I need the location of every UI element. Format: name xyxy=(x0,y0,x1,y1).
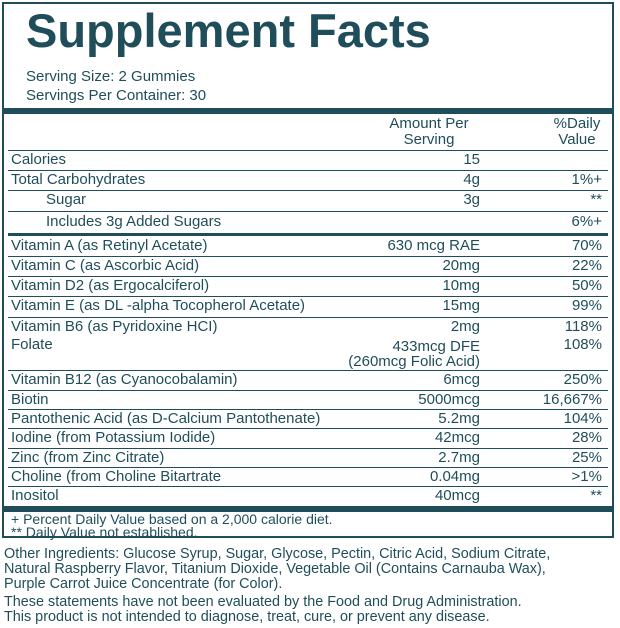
footnote-percent-dv: + Percent Daily Value based on a 2,000 c… xyxy=(11,511,333,527)
row-divider xyxy=(8,276,608,277)
row-divider xyxy=(8,256,608,257)
nutrient-row-inositol: Inositol 40mcg ** xyxy=(11,487,602,504)
servings-per-container: Servings Per Container: 30 xyxy=(26,87,207,104)
nutrient-row-vitamin-a: Vitamin A (as Retinyl Acetate) 630 mcg R… xyxy=(11,237,602,254)
header-divider xyxy=(8,150,608,151)
nutrient-row-vitamin-b12: Vitamin B12 (as Cyanocobalamin) 6mcg 250… xyxy=(11,371,602,388)
other-ingredients: Other Ingredients: Glucose Syrup, Sugar,… xyxy=(4,546,551,592)
nutrient-row-sugar: Sugar 3g ** xyxy=(46,191,602,208)
daily-value-header: %Daily Value xyxy=(553,115,601,148)
row-divider xyxy=(8,448,608,449)
nutrient-row-vitamin-b6: Vitamin B6 (as Pyridoxine HCI) 2mg 118% xyxy=(11,318,602,335)
nutrient-row-vitamin-e: Vitamin E (as DL -alpha Tocopherol Aceta… xyxy=(11,297,602,314)
fda-disclaimer: These statements have not been evaluated… xyxy=(4,594,522,625)
nutrient-row-zinc: Zinc (from Zinc Citrate) 2.7mg 25% xyxy=(11,449,602,466)
amount-per-serving-header: Amount Per Serving xyxy=(389,115,469,148)
nutrient-row-calories: Calories 15 xyxy=(11,151,480,168)
nutrient-row-folate: Folate 108% xyxy=(11,336,602,353)
supplement-facts-panel: Supplement Facts Serving Size: 2 Gummies… xyxy=(2,2,614,540)
row-divider xyxy=(8,211,608,212)
row-divider xyxy=(8,486,608,487)
row-divider xyxy=(8,467,608,468)
row-divider xyxy=(8,428,608,429)
serving-size: Serving Size: 2 Gummies xyxy=(26,68,196,85)
nutrient-row-vitamin-c: Vitamin C (as Ascorbic Acid) 20mg 22% xyxy=(11,257,602,274)
row-divider xyxy=(8,390,608,391)
row-divider xyxy=(8,370,608,371)
row-divider xyxy=(8,317,608,318)
nutrient-row-biotin: Biotin 5000mcg 16,667% xyxy=(11,391,602,408)
footnote-dv-not-established: ** Daily Value not established. xyxy=(11,524,198,540)
nutrient-row-added-sugars: Includes 3g Added Sugars 6%+ xyxy=(46,213,602,230)
row-divider xyxy=(8,409,608,410)
thick-divider xyxy=(4,506,612,512)
thick-divider xyxy=(4,108,612,114)
nutrient-row-pantothenic-acid: Pantothenic Acid (as D-Calcium Pantothen… xyxy=(11,410,602,427)
row-divider xyxy=(8,170,608,171)
nutrient-row-vitamin-d2: Vitamin D2 (as Ergocalciferol) 10mg 50% xyxy=(11,277,602,294)
row-divider xyxy=(8,296,608,297)
panel-title: Supplement Facts xyxy=(26,4,431,57)
nutrient-row-carbohydrates: Total Carbohydrates 4g 1%+ xyxy=(11,171,602,188)
nutrient-row-choline: Choline (from Choline Bitartrate 0.04mg … xyxy=(11,468,602,485)
folate-amount: 433mcg DFE (260mcg Folic Acid) xyxy=(348,338,480,370)
row-divider xyxy=(8,190,608,191)
section-divider xyxy=(8,233,608,236)
nutrient-row-iodine: Iodine (from Potassium Iodide) 42mcg 28% xyxy=(11,429,602,446)
